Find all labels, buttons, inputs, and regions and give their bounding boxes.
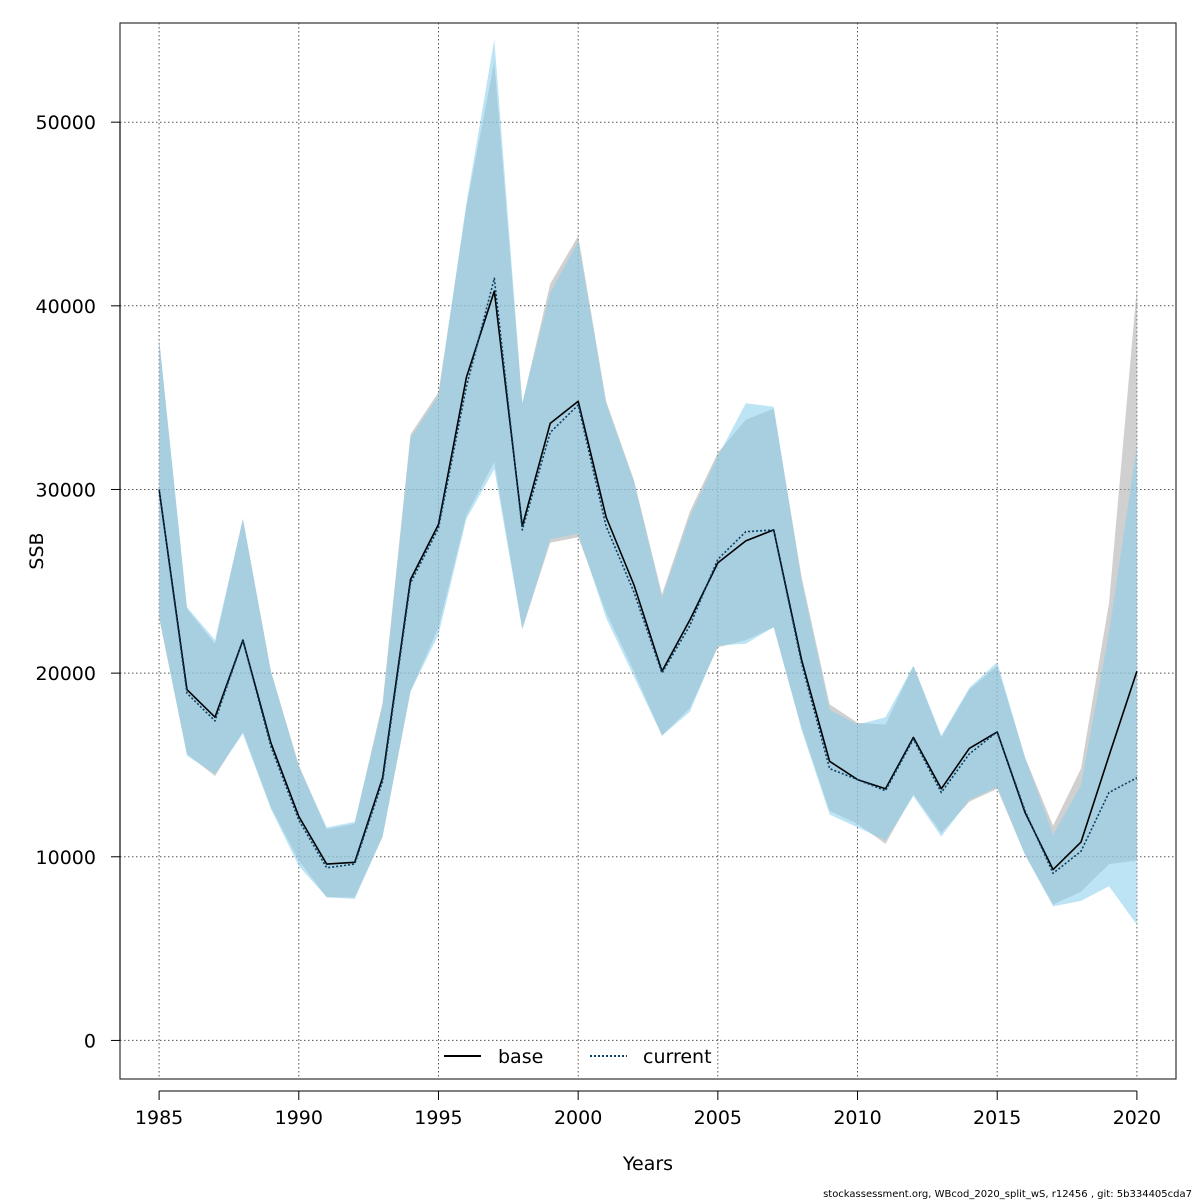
line-current [158,277,1138,875]
y-axis-title: SSB [26,532,48,569]
band-current [159,39,1137,925]
y-tick-label-40000: 40000 [36,296,96,318]
y-axis: 0 10000 20000 30000 40000 50000 [36,112,121,1052]
x-tick-label-2010: 2010 [833,1107,881,1129]
legend-label-base: base [498,1046,543,1068]
footer-credit: stockassessment.org, WBcod_2020_split_wS… [823,1189,1192,1200]
y-tick-label-30000: 30000 [36,479,96,501]
x-tick-label-2015: 2015 [973,1107,1021,1129]
x-axis-title: Years [622,1153,673,1175]
y-tick-label-10000: 10000 [36,847,96,869]
x-tick-label-2020: 2020 [1113,1107,1161,1129]
series-lines [158,277,1138,875]
y-tick-label-20000: 20000 [36,663,96,685]
confidence-bands [159,39,1137,925]
legend-label-current: current [643,1046,712,1068]
y-tick-label-0: 0 [84,1030,96,1052]
x-tick-label-1990: 1990 [275,1107,323,1129]
x-tick-label-1985: 1985 [135,1107,183,1129]
legend: base current [444,1046,712,1068]
line-base [158,290,1138,871]
y-tick-label-50000: 50000 [36,112,96,134]
x-tick-label-2005: 2005 [694,1107,742,1129]
x-tick-label-1995: 1995 [414,1107,462,1129]
x-axis: 1985 1990 1995 2000 2005 2010 2015 2020 [135,1090,1161,1129]
x-tick-label-2000: 2000 [554,1107,602,1129]
